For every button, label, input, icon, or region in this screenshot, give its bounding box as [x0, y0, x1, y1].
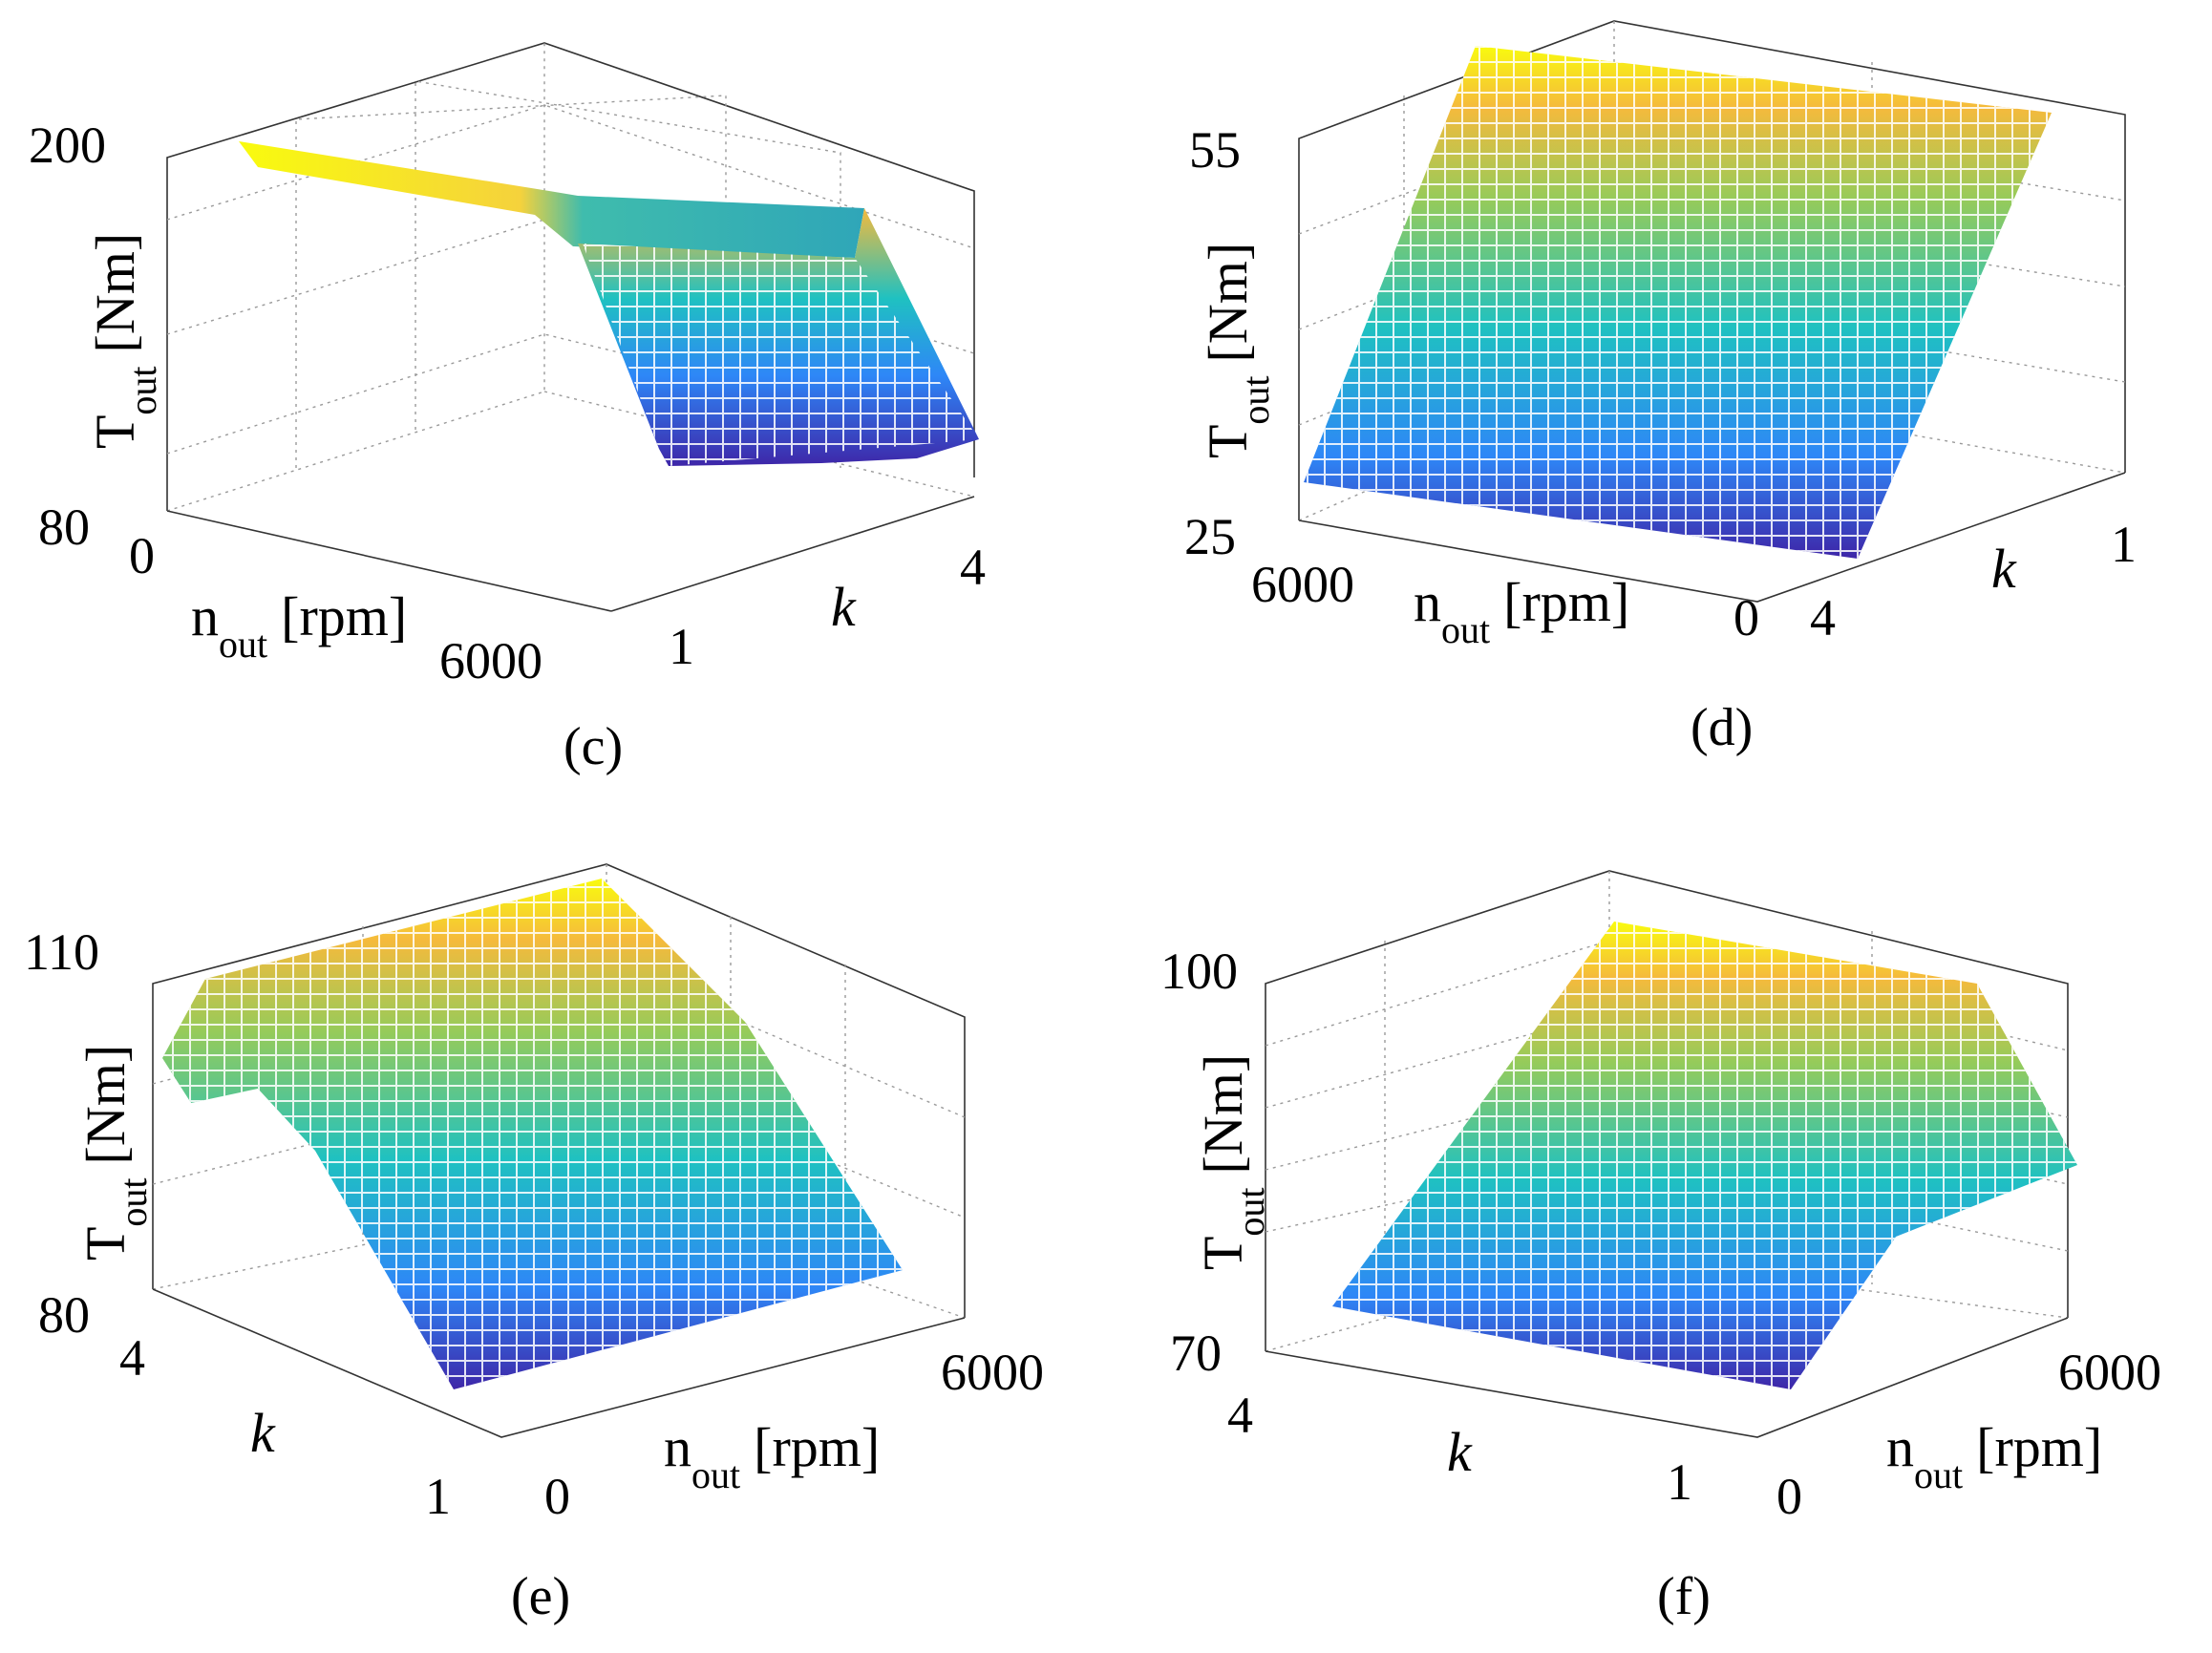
c-z-tick-min: 80 — [38, 498, 90, 556]
e-y-tick-min: 4 — [119, 1329, 145, 1387]
e-z-tick-max: 110 — [24, 923, 99, 981]
d-caption: (d) — [1691, 698, 1753, 757]
f-z-tick-max: 100 — [1160, 943, 1238, 1000]
d-z-tick-min: 25 — [1184, 508, 1236, 565]
e-xlabel: nout [rpm] — [664, 1416, 880, 1496]
d-y-tick-min: 4 — [1810, 589, 1836, 646]
f-zlabel: Tout[Nm] — [1192, 1054, 1272, 1270]
surface-f-mesh — [1332, 922, 2077, 1389]
surface-d-mesh — [1304, 46, 2052, 559]
e-z-tick-min: 80 — [38, 1286, 90, 1344]
e-y-tick-max: 1 — [425, 1468, 451, 1525]
c-x-tick-max: 6000 — [439, 632, 542, 689]
c-x-tick-min: 0 — [129, 527, 155, 584]
e-ylabel: k — [250, 1402, 276, 1464]
d-z-tick-max: 55 — [1189, 121, 1241, 179]
surface-c-mesh — [583, 244, 979, 466]
d-ylabel: k — [1991, 538, 2017, 600]
surface-c-plateau — [239, 141, 864, 258]
e-x-tick-min: 0 — [544, 1468, 570, 1525]
f-ylabel: k — [1447, 1421, 1473, 1483]
c-y-tick-min: 1 — [669, 618, 694, 675]
f-xlabel: nout [rpm] — [1886, 1416, 2102, 1496]
d-zlabel: Tout[Nm] — [1197, 243, 1277, 458]
f-y-tick-min: 4 — [1227, 1387, 1253, 1444]
e-zlabel: Tout[Nm] — [74, 1045, 155, 1261]
c-z-tick-max: 200 — [29, 117, 106, 174]
surface-e-mesh — [162, 879, 903, 1389]
d-x-tick-max: 0 — [1733, 589, 1759, 646]
c-zlabel: Tout[Nm] — [84, 233, 164, 449]
d-y-tick-max: 1 — [2111, 516, 2137, 573]
e-caption: (e) — [511, 1567, 570, 1626]
panel-c: 200 80 0 6000 1 4 Tout[Nm] nout [rpm] k (… — [29, 42, 986, 776]
c-y-tick-max: 4 — [960, 539, 986, 596]
f-caption: (f) — [1657, 1567, 1711, 1626]
f-z-tick-min: 70 — [1170, 1325, 1222, 1382]
f-y-tick-max: 1 — [1667, 1453, 1692, 1511]
c-ylabel: k — [831, 576, 857, 638]
f-x-tick-min: 0 — [1776, 1468, 1802, 1525]
f-x-tick-max: 6000 — [2058, 1344, 2161, 1401]
panel-d: 55 25 6000 0 4 1 Tout[Nm] nout [rpm] k (d… — [1184, 20, 2137, 757]
panel-e: 110 80 0 6000 4 1 Tout[Nm] nout [rpm] k (… — [24, 863, 1044, 1626]
e-x-tick-max: 6000 — [941, 1344, 1044, 1401]
panel-f: 100 70 6000 0 4 1 Tout[Nm] nout [rpm] k (… — [1160, 870, 2161, 1626]
c-caption: (c) — [564, 717, 623, 776]
c-xlabel: nout [rpm] — [191, 585, 407, 666]
d-xlabel: nout [rpm] — [1414, 571, 1629, 651]
d-x-tick-min: 6000 — [1251, 556, 1354, 613]
